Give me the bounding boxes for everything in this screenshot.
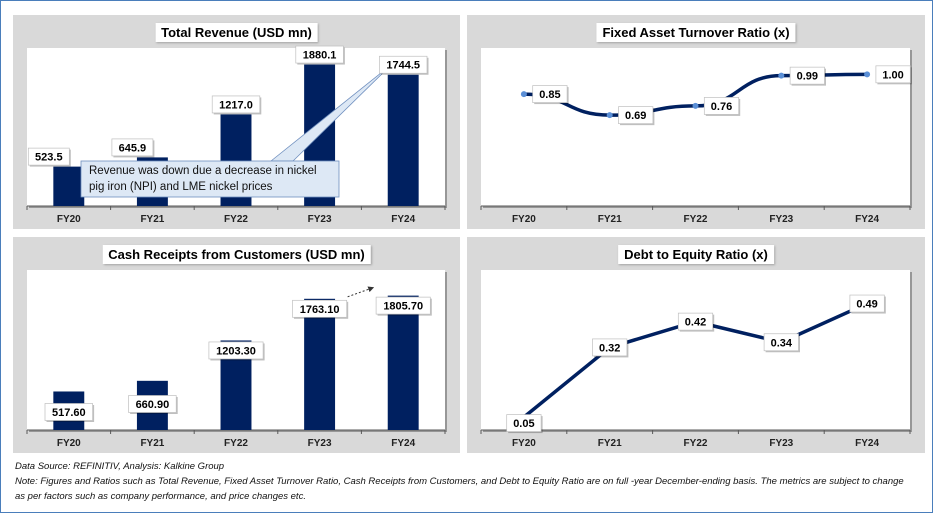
- data-label-FY22: 0.42: [685, 317, 706, 329]
- callout: Revenue was down due a decrease in nicke…: [89, 165, 317, 193]
- data-label-FY21: 660.90: [136, 399, 170, 411]
- data-label-FY22: 0.76: [711, 101, 732, 113]
- x-tick-label: FY24: [855, 214, 879, 225]
- data-label-box: [27, 147, 70, 166]
- chart-title: Debt to Equity Ratio (x): [618, 245, 774, 264]
- x-tick-label: FY20: [512, 438, 536, 449]
- x-tick-label: FY21: [140, 438, 164, 449]
- plot-area: [481, 270, 910, 430]
- data-point-FY23: [778, 72, 785, 79]
- x-tick-label: FY23: [769, 214, 793, 225]
- bar-FY24: [387, 295, 419, 430]
- x-tick-label: FY23: [769, 438, 793, 449]
- data-label-box: [875, 65, 911, 84]
- data-label-FY20: 0.85: [539, 89, 560, 101]
- trend-arrow: [347, 286, 375, 298]
- debt-to-equity-panel: FY20 FY21 FY22 FY23 FY24 0.05 0.32 0.42 0.34 0.49…: [467, 237, 925, 453]
- data-label-box: [128, 395, 177, 413]
- data-source: Data Source: REFINITIV, Analysis: Kalkin…: [15, 461, 225, 472]
- data-label-box: [292, 299, 348, 318]
- data-point-FY24: [864, 71, 871, 78]
- data-label-FY24: 1.00: [882, 69, 903, 81]
- data-label-FY23: 1880.1: [303, 50, 337, 62]
- chart-title: Fixed Asset Turnover Ratio (x): [596, 23, 796, 42]
- data-label-FY22: 1217.0: [219, 99, 253, 111]
- x-tick-label: FY24: [391, 214, 415, 225]
- x-tick-label: FY24: [855, 438, 879, 449]
- data-label-FY20: 517.60: [52, 407, 86, 419]
- data-label-FY24: 0.49: [856, 299, 877, 311]
- data-label-FY21: 0.69: [625, 110, 646, 122]
- data-point-FY22: [692, 102, 699, 109]
- data-label-box: [506, 414, 542, 432]
- data-point-FY20: [520, 91, 527, 98]
- x-tick-label: FY22: [224, 214, 248, 225]
- data-label-box: [379, 55, 428, 74]
- footnote: Note: Figures and Ratios such as Total R…: [15, 476, 904, 502]
- x-tick-label: FY20: [512, 214, 536, 225]
- annotation-text: Revenue was down due a decrease in nicke…: [89, 165, 317, 193]
- data-label-FY21: 0.32: [599, 342, 620, 354]
- data-label-FY24: 1805.70: [383, 301, 423, 313]
- data-label-box: [592, 338, 628, 357]
- data-label-box: [677, 312, 714, 331]
- x-tick-label: FY21: [598, 214, 622, 225]
- data-label-box: [849, 294, 885, 313]
- x-tick-label: FY21: [598, 438, 622, 449]
- data-label-box: [111, 138, 154, 157]
- bar-FY23: [304, 298, 336, 430]
- debt-to-equity-chart: FY20 FY21 FY22 FY23 FY24 0.05 0.32 0.42 0.34 0.49: [480, 270, 912, 449]
- fixed-asset-turnover-panel: FY20 FY21 FY22 FY23 FY24 0.85 0.69 0.76 0.99 1.00…: [467, 15, 925, 229]
- cash-receipts-panel: FY20 FY21 FY22 FY23 FY24 517.60 660.90 1203.30 1…: [13, 237, 460, 453]
- total-revenue-panel: FY20 FY21 FY22 FY23 FY24 Revenue was down due…: [13, 15, 460, 229]
- x-tick-label: FY22: [684, 438, 708, 449]
- bar-FY24: [387, 74, 419, 206]
- data-label-box: [208, 341, 264, 360]
- data-label-box: [532, 85, 568, 103]
- total-revenue-chart: FY20 FY21 FY22 FY23 FY24 Revenue was down due…: [26, 45, 447, 225]
- data-label-FY21: 645.9: [119, 142, 147, 154]
- chart-title: Cash Receipts from Customers (USD mn): [102, 245, 371, 264]
- data-label-FY23: 1763.10: [300, 304, 340, 316]
- data-label-box: [295, 45, 344, 64]
- data-label-box: [703, 97, 740, 115]
- x-tick-label: FY22: [684, 214, 708, 225]
- cash-receipts-chart: FY20 FY21 FY22 FY23 FY24 517.60 660.90 1203.30 1…: [26, 270, 447, 449]
- fixed-asset-turnover-chart: FY20 FY21 FY22 FY23 FY24 0.85 0.69 0.76 0.99 1.00: [480, 48, 912, 225]
- data-label-FY23: 0.34: [771, 337, 793, 349]
- data-label-FY24: 1744.5: [386, 60, 420, 72]
- plot-area: [481, 48, 910, 206]
- data-label-box: [618, 106, 654, 125]
- bar-FY20: [53, 166, 85, 206]
- x-tick-label: FY22: [224, 438, 248, 449]
- x-tick-label: FY20: [57, 214, 81, 225]
- data-point-FY21: [606, 112, 613, 119]
- data-label-box: [44, 403, 93, 421]
- x-tick-label: FY23: [308, 214, 332, 225]
- data-label-box: [789, 66, 825, 85]
- chart-title: Total Revenue (USD mn): [155, 23, 318, 42]
- x-tick-label: FY20: [57, 438, 81, 449]
- data-label-FY22: 1203.30: [216, 345, 256, 357]
- data-label-box: [211, 95, 261, 114]
- callout-box: [80, 160, 340, 198]
- x-tick-label: FY21: [140, 214, 164, 225]
- x-tick-label: FY23: [308, 438, 332, 449]
- data-label-FY23: 0.99: [797, 71, 818, 83]
- data-label-FY20: 523.5: [35, 152, 63, 164]
- data-label-FY20: 0.05: [513, 418, 534, 430]
- data-label-box: [375, 296, 431, 315]
- data-label-box: [763, 333, 799, 352]
- x-tick-label: FY24: [391, 438, 415, 449]
